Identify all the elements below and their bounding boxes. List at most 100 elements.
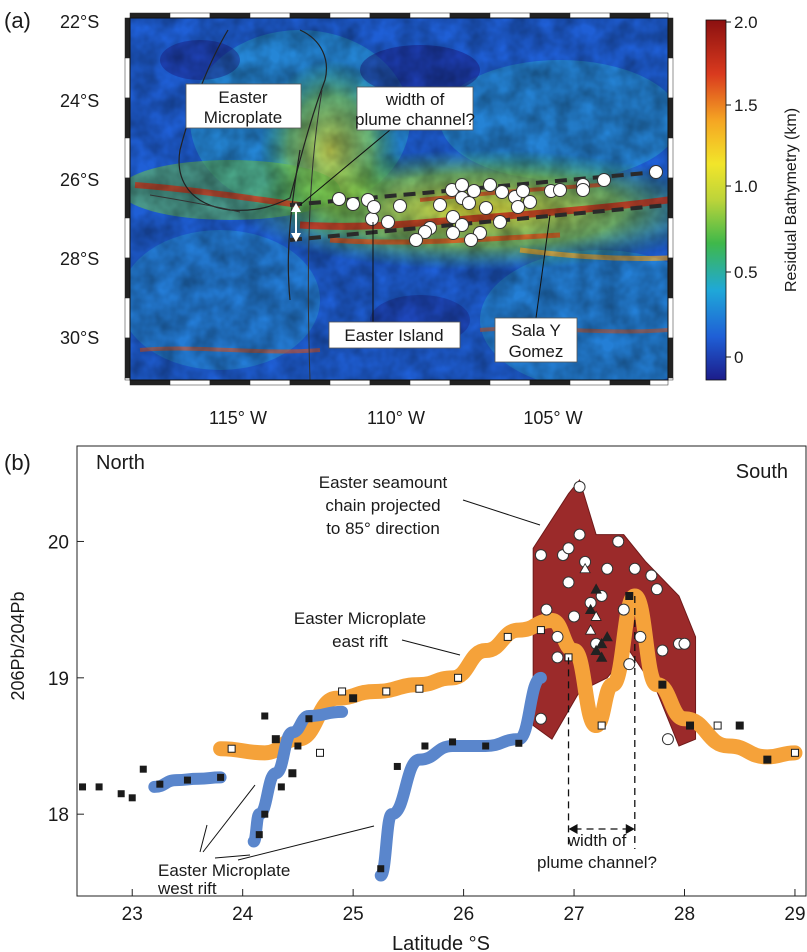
panel-a-label: (a) xyxy=(4,8,31,33)
map-sample-point xyxy=(511,200,525,214)
svg-text:Easter Microplate: Easter Microplate xyxy=(294,609,426,628)
west-rift-point xyxy=(305,715,313,723)
svg-text:Sala Y: Sala Y xyxy=(511,321,561,340)
west-rift-point xyxy=(377,865,385,873)
x-tick-label: 26 xyxy=(453,904,474,925)
svg-text:Easter Microplate: Easter Microplate xyxy=(158,861,290,880)
svg-text:Microplate: Microplate xyxy=(204,108,282,127)
seamount-point xyxy=(601,562,614,575)
east-rift-point xyxy=(790,748,799,757)
colorbar-title: Residual Bathymetry (km) xyxy=(783,108,800,292)
seamount-point xyxy=(612,535,625,548)
map-sample-point xyxy=(446,210,460,224)
y-tick-label: 19 xyxy=(48,669,69,690)
west-rift-point xyxy=(261,810,269,818)
corner-label-south: South xyxy=(736,461,788,483)
seamount-point xyxy=(650,583,663,596)
seamount-triangle-point xyxy=(584,603,597,615)
map-sample-point xyxy=(433,198,447,212)
arrow-left-icon xyxy=(568,824,578,834)
x-tick-label: 27 xyxy=(563,904,584,925)
map-sample-point xyxy=(576,183,590,197)
seamount-point xyxy=(656,644,669,657)
map-sample-point xyxy=(464,233,478,247)
y-tick-label: 20 xyxy=(48,532,69,553)
west-rift-point xyxy=(393,762,401,770)
series-markers xyxy=(79,480,799,873)
east-rift-point xyxy=(288,769,297,778)
bathymetry-map-panel: (a) xyxy=(4,8,800,428)
seamount-triangle-point xyxy=(579,562,591,574)
label-easter-island: Easter Island xyxy=(328,321,461,349)
lon-tick: 110° W xyxy=(367,408,425,428)
east-rift-point xyxy=(382,687,391,696)
map-sample-point xyxy=(483,178,497,192)
west-rift-point xyxy=(261,712,269,720)
seamount-triangle-point xyxy=(590,583,602,594)
svg-text:Easter Island: Easter Island xyxy=(344,326,443,345)
west-rift-point xyxy=(217,773,225,781)
west-rift-point xyxy=(421,742,429,750)
east-rift-point xyxy=(735,721,744,730)
east-rift-point xyxy=(503,632,512,641)
map-sample-point xyxy=(495,185,509,199)
y-tick-label: 18 xyxy=(48,805,69,826)
lon-tick: 105° W xyxy=(523,408,582,428)
east-rift-point xyxy=(625,592,634,600)
east-rift-point xyxy=(763,755,772,764)
colorbar-tick-label: 0 xyxy=(734,348,743,367)
west-rift-point xyxy=(277,783,285,791)
west-rift-point xyxy=(117,790,125,798)
east-rift-point xyxy=(536,626,545,635)
map-sample-point xyxy=(446,226,460,240)
svg-text:Gomez: Gomez xyxy=(509,342,564,361)
svg-text:west rift: west rift xyxy=(157,879,217,898)
west-rift-point xyxy=(128,794,136,802)
map-sample-point xyxy=(332,192,346,206)
seamount-triangle-point xyxy=(590,644,602,655)
corner-label-north: North xyxy=(96,452,145,474)
east-rift-point xyxy=(316,748,324,757)
map-sample-point xyxy=(381,215,395,229)
seamount-point xyxy=(534,712,547,725)
panel-b-label: (b) xyxy=(4,450,31,475)
lat-tick: 24°S xyxy=(60,91,99,111)
svg-text:east rift: east rift xyxy=(332,632,388,651)
lat-tick: 26°S xyxy=(60,170,99,190)
seamount-point xyxy=(678,637,691,650)
lon-tick-labels: 115° W 110° W 105° W xyxy=(209,408,583,428)
west-rift-point xyxy=(294,742,302,750)
label-easter-microplate: Easter Microplate xyxy=(185,83,302,129)
x-tick-label: 29 xyxy=(784,904,805,925)
seamount-point xyxy=(573,480,586,493)
lat-tick: 30°S xyxy=(60,328,99,348)
label-width-of-plume-channel-map: width of plume channel? xyxy=(355,86,475,131)
seamount-point xyxy=(628,562,641,575)
seamount-point xyxy=(623,658,636,671)
x-tick-label: 24 xyxy=(232,904,254,925)
channel-width-arrow-icon xyxy=(291,203,301,242)
east-rift-point xyxy=(338,687,347,696)
east-rift-point xyxy=(271,735,280,744)
east-rift-point xyxy=(713,721,722,730)
seamount-point xyxy=(568,610,581,623)
seamount-triangle-point xyxy=(595,637,608,649)
east-rift-point xyxy=(415,684,424,693)
east-rift-point xyxy=(349,694,358,703)
label-sala-y-gomez: Sala Y Gomez xyxy=(494,317,578,363)
map-frame xyxy=(124,12,674,386)
x-tick-label: 25 xyxy=(343,904,364,925)
arrow-right-icon xyxy=(625,824,635,834)
map-sample-point xyxy=(553,183,567,197)
west-rift-point xyxy=(156,780,164,788)
map-sample-point xyxy=(455,178,469,192)
east-rift-band xyxy=(213,588,803,765)
seamount-point xyxy=(645,569,658,582)
map-sample-point xyxy=(393,199,407,213)
map-sample-point xyxy=(649,165,663,179)
x-axis-label: Latitude °S xyxy=(392,933,490,952)
annotation-east-rift: Easter Microplate east rift xyxy=(294,609,426,651)
colorbar-ticks: 2.0 1.5 1.0 0.5 0 xyxy=(726,13,758,367)
y-axis-label: 206Pb/204Pb xyxy=(8,591,28,700)
